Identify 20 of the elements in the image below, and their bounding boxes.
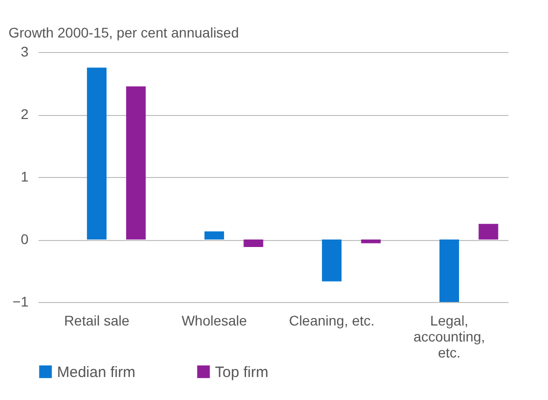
- bar: [439, 240, 460, 302]
- legend-label: Top firm: [215, 364, 268, 381]
- legend-label: Median firm: [57, 364, 136, 381]
- y-tick-label: 0: [20, 231, 29, 247]
- y-tick-label: 3: [20, 44, 29, 60]
- x-tick-label: Wholesale: [182, 312, 248, 328]
- bar: [204, 231, 224, 240]
- x-tick-label: Retail sale: [64, 312, 130, 328]
- y-tick-label: 1: [20, 168, 29, 184]
- bar: [322, 240, 342, 282]
- x-tick-label: Legal, accounting, etc.: [413, 312, 486, 360]
- bar: [86, 68, 107, 240]
- bar: [126, 86, 146, 240]
- x-tick-label: Cleaning, etc.: [288, 312, 375, 328]
- y-axis-title: Growth 2000-15, per cent annualised: [8, 24, 239, 40]
- y-tick-label: −1: [12, 294, 29, 310]
- y-tick-label: 2: [20, 106, 29, 122]
- bar: [361, 240, 381, 244]
- bar: [478, 224, 498, 240]
- bar: [244, 240, 264, 247]
